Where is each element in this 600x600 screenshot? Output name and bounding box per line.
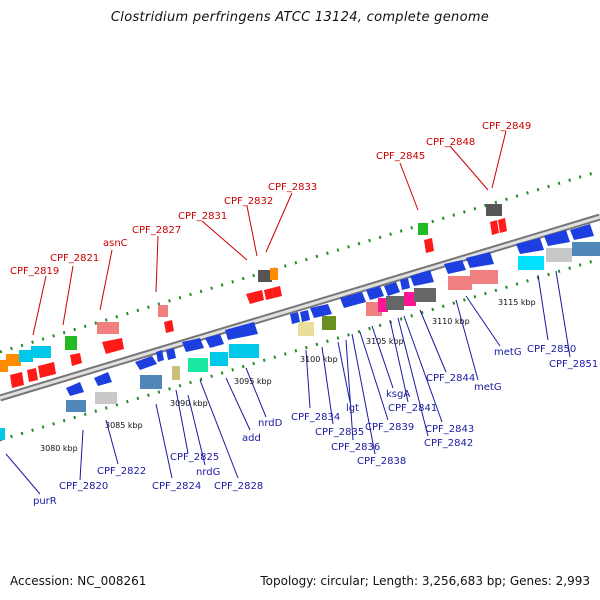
gene-label: metG	[494, 347, 522, 358]
gene-label: CPF_2838	[357, 456, 406, 467]
tick-label: 3115 kbp	[498, 298, 536, 307]
gene-label: CPF_2844	[426, 373, 475, 384]
accession-text: Accession: NC_008261	[10, 574, 147, 588]
gene-label: CPF_2824	[152, 481, 201, 492]
gene-label: CPF_2821	[50, 253, 99, 264]
tick-label: 3090 kbp	[170, 399, 208, 408]
genome-backbone	[0, 213, 600, 402]
tick-label: 3080 kbp	[40, 444, 78, 453]
gene-label: CPF_2848	[426, 137, 475, 148]
tick-label: 3100 kbp	[300, 355, 338, 364]
labels-bottom	[5, 270, 571, 495]
gene-label: CPF_2850	[527, 344, 576, 355]
gene-label: CPF_2832	[224, 196, 273, 207]
gene-label: add	[242, 433, 261, 444]
gene-label: metG	[474, 382, 502, 393]
gene-label: CPF_2831	[178, 211, 227, 222]
tick-label: 3110 kbp	[432, 317, 470, 326]
gene-label: CPF_2827	[132, 225, 181, 236]
gene-label: CPF_2835	[315, 427, 364, 438]
gene-label: CPF_2845	[376, 151, 425, 162]
gene-label: CPF_2828	[214, 481, 263, 492]
gene-label: nrdD	[258, 418, 283, 429]
gene-label: CPF_2834	[291, 412, 340, 423]
gene-label: CPF_2842	[424, 438, 473, 449]
gene-label: asnC	[103, 238, 128, 249]
tick-label: 3105 kbp	[366, 337, 404, 346]
gene-label: CPF_2825	[170, 452, 219, 463]
labels-top: CPF_2819 CPF_2821 asnC CPF_2827 CPF_2831…	[10, 121, 531, 336]
gene-block	[6, 354, 21, 366]
gene-label: CPF_2849	[482, 121, 531, 132]
gene-label: lgt	[346, 403, 359, 414]
gene-blocks	[0, 204, 600, 440]
labels-bottom-text: purR CPF_2820 CPF_2822 CPF_2824 CPF_2825…	[33, 344, 598, 507]
gene-label: purR	[33, 496, 57, 507]
gene-label: CPF_2820	[59, 481, 108, 492]
map-title: Clostridium perfringens ATCC 13124, comp…	[110, 10, 490, 25]
gene-label: CPF_2841	[388, 403, 437, 414]
gene-label: CPF_2843	[425, 424, 474, 435]
gene-label: nrdG	[196, 467, 220, 478]
gene-label: CPF_2822	[97, 466, 146, 477]
tick-label: 3085 kbp	[105, 421, 143, 430]
tick-labels: 3080 kbp 3085 kbp 3090 kbp 3095 kbp 3100…	[40, 298, 536, 453]
tick-label: 3095 kbp	[234, 377, 272, 386]
gene-label: CPF_2819	[10, 266, 59, 277]
gene-label: CPF_2851	[549, 359, 598, 370]
gene-label: CPF_2839	[365, 422, 414, 433]
gene-label: CPF_2836	[331, 442, 380, 453]
gene-label: CPF_2833	[268, 182, 317, 193]
gene-label: ksgA	[386, 389, 410, 400]
topology-text: Topology: circular; Length: 3,256,683 bp…	[260, 574, 590, 588]
